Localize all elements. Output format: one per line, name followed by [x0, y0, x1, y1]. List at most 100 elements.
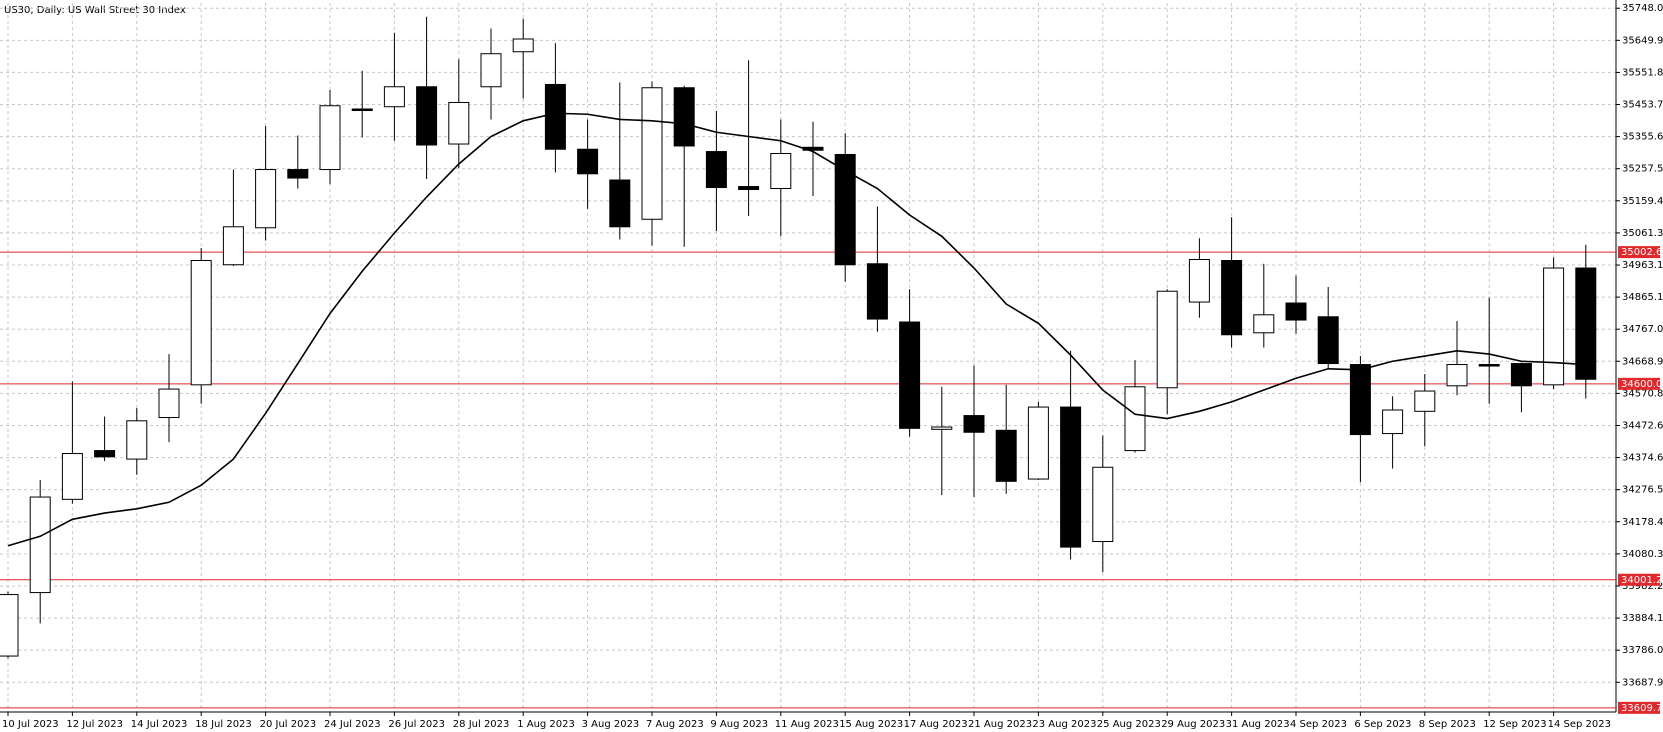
y-tick-label: 34374.6	[1622, 453, 1663, 464]
y-tick-label: 35159.4	[1622, 196, 1663, 207]
candle-body	[866, 263, 888, 320]
candle-body	[0, 594, 19, 657]
candle-body	[577, 148, 599, 175]
level-label-box	[1618, 377, 1660, 390]
y-tick-label: 33687.9	[1622, 677, 1663, 688]
candle-body	[738, 186, 760, 190]
y-tick-label: 34767.0	[1622, 324, 1663, 335]
y-tick-label: 34963.1	[1622, 260, 1663, 271]
candle-body	[190, 259, 212, 386]
x-tick-label: 7 Aug 2023	[646, 719, 704, 730]
candle-body	[480, 53, 502, 88]
y-tick-label: 34668.9	[1622, 356, 1663, 367]
y-tick-label: 34080.3	[1622, 549, 1663, 560]
candle-body	[1124, 386, 1146, 452]
x-tick-label: 21 Aug 2023	[968, 719, 1032, 730]
candle-body	[673, 87, 695, 147]
candle-body	[641, 87, 663, 220]
candle-body	[1156, 290, 1178, 389]
candle-body	[609, 179, 631, 228]
x-tick-label: 23 Aug 2023	[1032, 719, 1096, 730]
y-tick-label: 35355.6	[1622, 132, 1663, 143]
candle-body	[899, 321, 921, 429]
candle-body	[158, 388, 180, 419]
x-tick-label: 25 Aug 2023	[1097, 719, 1161, 730]
x-tick-label: 15 Aug 2023	[839, 719, 903, 730]
candle-body	[416, 86, 438, 146]
y-tick-label: 35649.9	[1622, 35, 1663, 46]
candle-body	[1349, 364, 1371, 436]
candle-body	[29, 496, 51, 594]
candle-body	[1285, 302, 1307, 321]
candle-body	[1478, 364, 1500, 367]
candle-body	[1510, 363, 1532, 387]
candle-body	[222, 226, 244, 266]
candle-body	[383, 86, 405, 108]
level-label: 33609.7	[1621, 703, 1662, 714]
x-tick-label: 3 Aug 2023	[582, 719, 640, 730]
level-label-box	[1618, 246, 1660, 259]
x-tick-label: 9 Aug 2023	[710, 719, 768, 730]
candle-body	[705, 151, 727, 189]
candle-body	[1092, 466, 1114, 543]
candle-body	[963, 415, 985, 433]
level-label: 34600.0	[1621, 379, 1662, 390]
x-tick-label: 17 Aug 2023	[904, 719, 968, 730]
candle-body	[1382, 409, 1404, 435]
level-label: 34001.2	[1621, 575, 1662, 586]
x-tick-label: 12 Jul 2023	[66, 719, 123, 730]
y-tick-label: 35453.7	[1622, 100, 1663, 111]
y-tick-label: 35061.3	[1622, 228, 1663, 239]
candle-body	[351, 108, 373, 112]
candle-body	[319, 105, 341, 171]
candle-body	[512, 38, 534, 53]
candle-body	[1027, 406, 1049, 480]
y-tick-label: 35748.0	[1622, 3, 1663, 14]
candle-body	[1221, 259, 1243, 336]
x-tick-label: 1 Aug 2023	[517, 719, 575, 730]
x-tick-label: 12 Sep 2023	[1483, 719, 1546, 730]
x-tick-label: 8 Sep 2023	[1419, 719, 1476, 730]
candle-body	[1253, 314, 1275, 334]
moving-average-line	[7, 112, 1586, 547]
candle-body	[770, 153, 792, 190]
level-label-box	[1618, 701, 1660, 714]
x-tick-label: 28 Jul 2023	[453, 719, 510, 730]
candle-body	[1317, 316, 1339, 365]
candle-body	[94, 450, 116, 458]
candle-body	[1060, 406, 1082, 548]
y-tick-label: 34276.5	[1622, 485, 1663, 496]
x-tick-label: 20 Jul 2023	[260, 719, 317, 730]
chart-title: US30, Daily: US Wall Street 30 Index	[4, 5, 186, 16]
y-tick-label: 35551.8	[1622, 67, 1663, 78]
x-tick-label: 24 Jul 2023	[324, 719, 381, 730]
x-tick-label: 11 Aug 2023	[775, 719, 839, 730]
candle-body	[1446, 364, 1468, 387]
y-tick-label: 34570.8	[1622, 388, 1663, 399]
y-tick-label: 34865.1	[1622, 292, 1663, 303]
x-tick-label: 26 Jul 2023	[388, 719, 445, 730]
x-tick-label: 10 Jul 2023	[2, 719, 59, 730]
candle-body	[544, 83, 566, 150]
x-tick-label: 14 Sep 2023	[1548, 719, 1611, 730]
x-tick-label: 31 Aug 2023	[1226, 719, 1290, 730]
candle-body	[1543, 267, 1565, 386]
candle-body	[255, 169, 277, 229]
y-tick-label: 33982.2	[1622, 581, 1663, 592]
candle-body	[1575, 267, 1597, 380]
candle-body	[287, 169, 309, 179]
x-tick-label: 6 Sep 2023	[1354, 719, 1411, 730]
y-tick-label: 34178.4	[1622, 517, 1663, 528]
candle-body	[1414, 390, 1436, 412]
x-tick-label: 4 Sep 2023	[1290, 719, 1347, 730]
candle-body	[931, 426, 953, 430]
candle-body	[61, 453, 83, 500]
candle-body	[1188, 259, 1210, 303]
x-tick-label: 18 Jul 2023	[195, 719, 252, 730]
level-label: 35002.6	[1621, 247, 1662, 258]
y-tick-label: 34472.6	[1622, 421, 1663, 432]
candle-body	[448, 101, 470, 145]
level-label-box	[1618, 573, 1660, 586]
